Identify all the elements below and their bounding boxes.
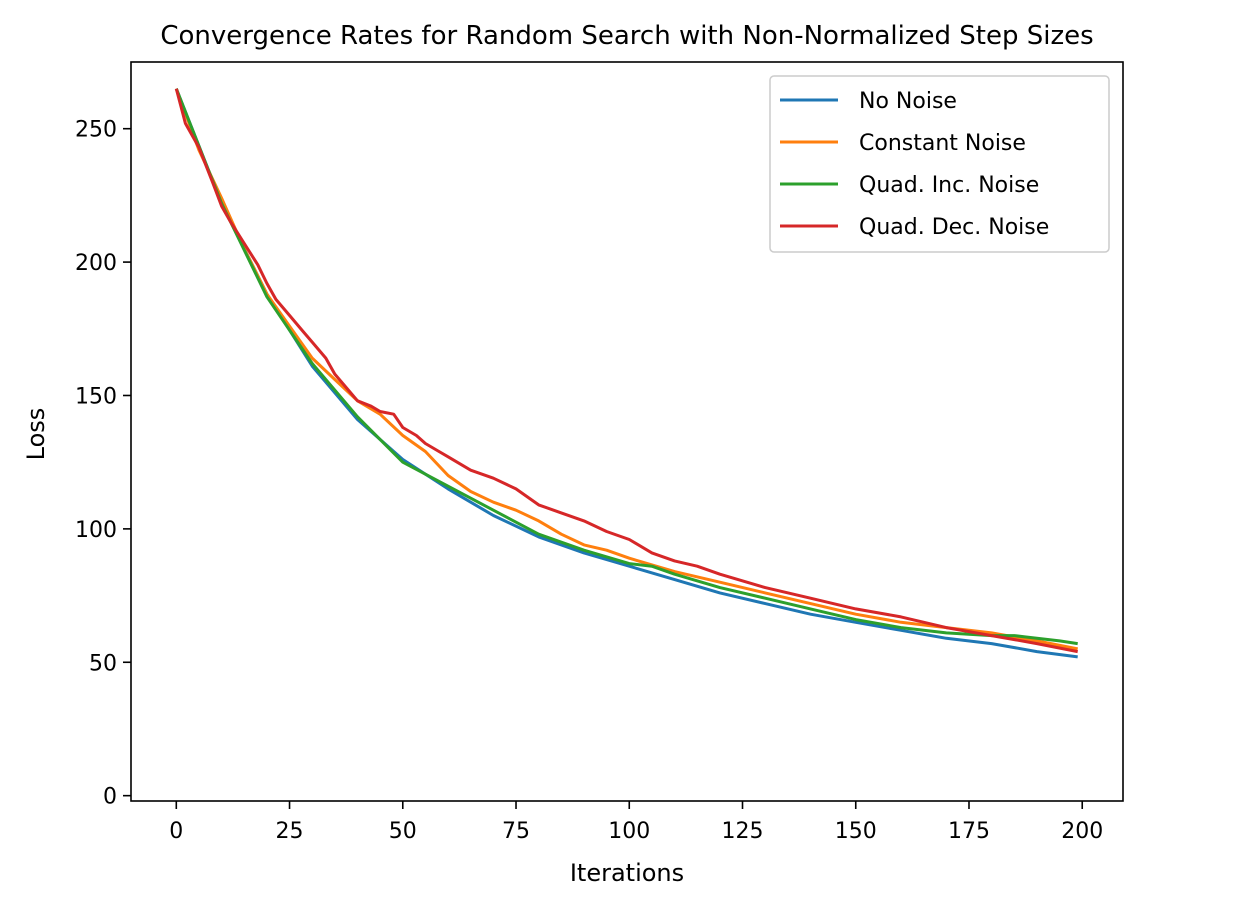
- y-tick-label: 100: [75, 518, 117, 543]
- x-tick-label: 150: [835, 819, 877, 844]
- x-axis-label: Iterations: [570, 859, 684, 887]
- y-axis-label: Loss: [22, 408, 50, 461]
- x-tick-label: 125: [722, 819, 764, 844]
- legend: No Noise Constant Noise Quad. Inc. Noise Qu…: [769, 75, 1110, 253]
- series-line-constant-noise: [174, 88, 1078, 651]
- y-tick-label: 200: [75, 251, 117, 276]
- legend-box: [769, 75, 1110, 253]
- x-tick-label: 0: [169, 819, 183, 844]
- legend-label: No Noise: [859, 89, 957, 114]
- legend-label: Quad. Dec. Noise: [859, 215, 1049, 240]
- x-tick-label: 200: [1061, 819, 1103, 844]
- x-tick-label: 175: [948, 819, 990, 844]
- x-tick-label: 50: [389, 819, 417, 844]
- legend-label: Quad. Inc. Noise: [859, 173, 1039, 198]
- y-axis-ticks: 0 50 100 150 200 250: [75, 118, 131, 810]
- chart-title: Convergence Rates for Random Search with…: [160, 21, 1093, 51]
- y-tick-label: 250: [75, 118, 117, 143]
- x-tick-label: 75: [502, 819, 530, 844]
- series-layer: [174, 88, 1078, 659]
- series-line-quad-dec-noise: [174, 88, 1078, 654]
- y-tick-label: 0: [103, 785, 117, 810]
- y-tick-label: 150: [75, 384, 117, 409]
- x-tick-label: 100: [608, 819, 650, 844]
- legend-label: Constant Noise: [859, 131, 1026, 156]
- y-tick-label: 50: [89, 651, 117, 676]
- series-line-no-noise: [174, 88, 1078, 659]
- x-axis-ticks: 0 25 50 75 100 125 150 175 200: [169, 801, 1103, 844]
- x-tick-label: 25: [276, 819, 304, 844]
